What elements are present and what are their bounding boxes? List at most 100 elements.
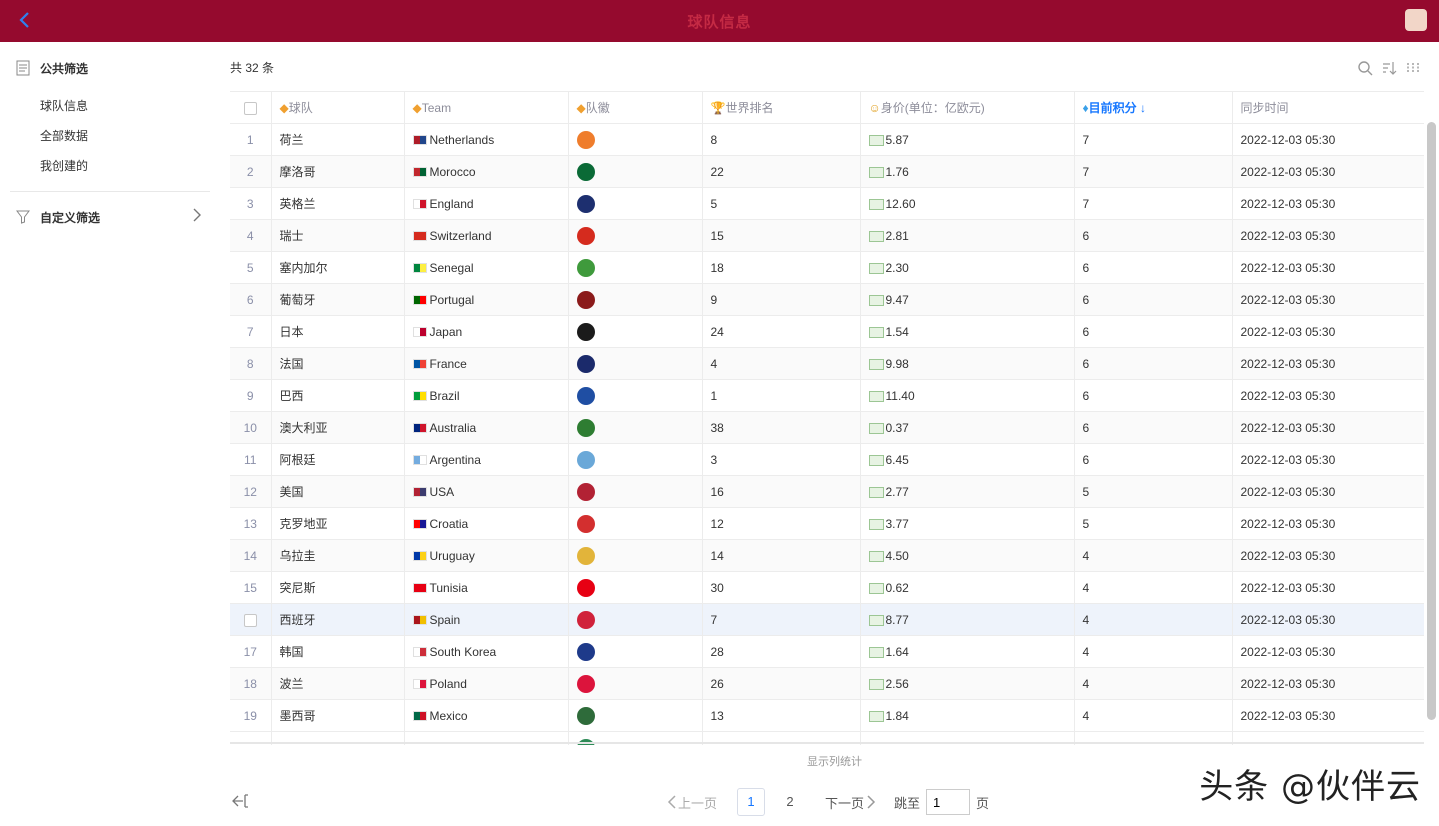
sync-time-cell[interactable]: 2022-12-03 05:30 (1232, 187, 1424, 220)
column-header-badge[interactable]: ◆队徽 (568, 92, 703, 124)
columns-icon[interactable] (1405, 60, 1421, 76)
rank-cell[interactable]: 12 (702, 507, 861, 540)
rank-cell[interactable]: 14 (702, 539, 861, 572)
team-en-cell[interactable]: Argentina (404, 443, 569, 476)
jump-page-input[interactable] (926, 789, 971, 815)
select-all-checkbox[interactable] (230, 92, 272, 124)
team-cn-cell[interactable]: 乌拉圭 (271, 539, 405, 572)
sync-time-cell[interactable]: 2022-12-03 05:30 (1232, 603, 1424, 636)
badge-cell[interactable] (568, 187, 703, 220)
team-cn-cell[interactable]: 美国 (271, 475, 405, 508)
sync-time-cell[interactable]: 2022-12-03 05:30 (1232, 379, 1424, 412)
team-en-cell[interactable]: Australia (404, 411, 569, 444)
avatar[interactable] (1405, 9, 1427, 31)
chevron-right-icon[interactable] (192, 208, 202, 222)
value-cell[interactable]: 2.30 (860, 251, 1075, 284)
sync-time-cell[interactable]: 2022-12-03 05:30 (1232, 571, 1424, 604)
badge-cell[interactable] (568, 155, 703, 188)
sync-time-cell[interactable]: 2022-12-03 05:30 (1232, 475, 1424, 508)
team-en-cell[interactable]: Japan (404, 315, 569, 348)
value-cell[interactable]: 6.45 (860, 443, 1075, 476)
team-cn-cell[interactable]: 西班牙 (271, 603, 405, 636)
badge-cell[interactable] (568, 699, 703, 732)
rank-cell[interactable]: 30 (702, 571, 861, 604)
badge-cell[interactable] (568, 283, 703, 316)
rank-cell[interactable]: 38 (702, 411, 861, 444)
table-row[interactable]: 5 塞内加尔 Senegal 18 2.30 6 2022-12-03 05:30 (230, 251, 1424, 284)
value-cell[interactable]: 2.56 (860, 667, 1075, 700)
team-cn-cell[interactable]: 巴西 (271, 379, 405, 412)
points-cell[interactable]: 6 (1074, 251, 1233, 284)
badge-cell[interactable] (568, 219, 703, 252)
column-header-market-value[interactable]: ☺身价(单位：亿欧元) (860, 92, 1075, 124)
team-cn-cell[interactable]: 法国 (271, 347, 405, 380)
points-cell[interactable]: 4 (1074, 667, 1233, 700)
table-row[interactable]: 9 巴西 Brazil 1 11.40 6 2022-12-03 05:30 (230, 379, 1424, 412)
badge-cell[interactable] (568, 475, 703, 508)
points-cell[interactable]: 6 (1074, 283, 1233, 316)
team-en-cell[interactable]: Portugal (404, 283, 569, 316)
value-cell[interactable]: 12.60 (860, 187, 1075, 220)
value-cell[interactable]: 5.87 (860, 123, 1075, 156)
value-cell[interactable]: 1.54 (860, 315, 1075, 348)
badge-cell[interactable] (568, 411, 703, 444)
badge-cell[interactable] (568, 315, 703, 348)
points-cell[interactable]: 5 (1074, 507, 1233, 540)
page-button-1[interactable]: 1 (737, 788, 766, 816)
sync-time-cell[interactable]: 2022-12-03 05:30 (1232, 251, 1424, 284)
column-header-points[interactable]: ♦目前积分 ↓ (1074, 92, 1233, 124)
team-en-cell[interactable]: Mexico (404, 699, 569, 732)
points-cell[interactable]: 7 (1074, 155, 1233, 188)
team-cn-cell[interactable]: 突尼斯 (271, 571, 405, 604)
back-arrow-icon[interactable] (14, 9, 36, 31)
points-cell[interactable]: 6 (1074, 443, 1233, 476)
sort-desc-icon[interactable]: ↓ (1139, 101, 1146, 115)
team-cn-cell[interactable]: 克罗地亚 (271, 507, 405, 540)
points-cell[interactable]: 6 (1074, 219, 1233, 252)
team-en-cell[interactable]: USA (404, 475, 569, 508)
team-en-cell[interactable]: England (404, 187, 569, 220)
badge-cell[interactable] (568, 123, 703, 156)
team-cn-cell[interactable]: 韩国 (271, 635, 405, 668)
rank-cell[interactable]: 26 (702, 667, 861, 700)
custom-filter-heading[interactable]: 自定义筛选 (16, 207, 100, 227)
badge-cell[interactable] (568, 251, 703, 284)
rank-cell[interactable]: 15 (702, 219, 861, 252)
vertical-scrollbar[interactable] (1427, 122, 1436, 720)
rank-cell[interactable]: 28 (702, 635, 861, 668)
table-row[interactable]: 4 瑞士 Switzerland 15 2.81 6 2022-12-03 05:30 (230, 219, 1424, 252)
row-checkbox[interactable] (230, 603, 272, 636)
badge-cell[interactable] (568, 379, 703, 412)
sync-time-cell[interactable]: 2022-12-03 05:30 (1232, 123, 1424, 156)
table-row[interactable]: 3 英格兰 England 5 12.60 7 2022-12-03 05:30 (230, 187, 1424, 220)
table-row[interactable]: 6 葡萄牙 Portugal 9 9.47 6 2022-12-03 05:30 (230, 283, 1424, 316)
sync-time-cell[interactable]: 2022-12-03 05:30 (1232, 283, 1424, 316)
column-header-world-rank[interactable]: 🏆世界排名 (702, 92, 861, 124)
rank-cell[interactable]: 4 (702, 347, 861, 380)
team-en-cell[interactable]: Tunisia (404, 571, 569, 604)
sync-time-cell[interactable]: 2022-12-03 05:30 (1232, 155, 1424, 188)
team-en-cell[interactable]: Morocco (404, 155, 569, 188)
rank-cell[interactable]: 9 (702, 283, 861, 316)
column-header-team-en[interactable]: ◆Team (404, 92, 569, 124)
team-en-cell[interactable]: Uruguay (404, 539, 569, 572)
value-cell[interactable]: 9.98 (860, 347, 1075, 380)
sync-time-cell[interactable]: 2022-12-03 05:30 (1232, 347, 1424, 380)
points-cell[interactable]: 6 (1074, 315, 1233, 348)
table-row[interactable]: 7 日本 Japan 24 1.54 6 2022-12-03 05:30 (230, 315, 1424, 348)
badge-cell[interactable] (568, 507, 703, 540)
horizontal-scrollbar[interactable] (230, 742, 1424, 744)
points-cell[interactable]: 4 (1074, 539, 1233, 572)
table-row[interactable]: 19 墨西哥 Mexico 13 1.84 4 2022-12-03 05:30 (230, 699, 1424, 732)
team-cn-cell[interactable]: 澳大利亚 (271, 411, 405, 444)
team-cn-cell[interactable]: 葡萄牙 (271, 283, 405, 316)
rank-cell[interactable]: 8 (702, 123, 861, 156)
team-cn-cell[interactable]: 日本 (271, 315, 405, 348)
badge-cell[interactable] (568, 571, 703, 604)
team-cn-cell[interactable]: 阿根廷 (271, 443, 405, 476)
sync-time-cell[interactable]: 2022-12-03 05:30 (1232, 635, 1424, 668)
rank-cell[interactable]: 3 (702, 443, 861, 476)
team-en-cell[interactable]: Spain (404, 603, 569, 636)
badge-cell[interactable] (568, 539, 703, 572)
rank-cell[interactable]: 18 (702, 251, 861, 284)
